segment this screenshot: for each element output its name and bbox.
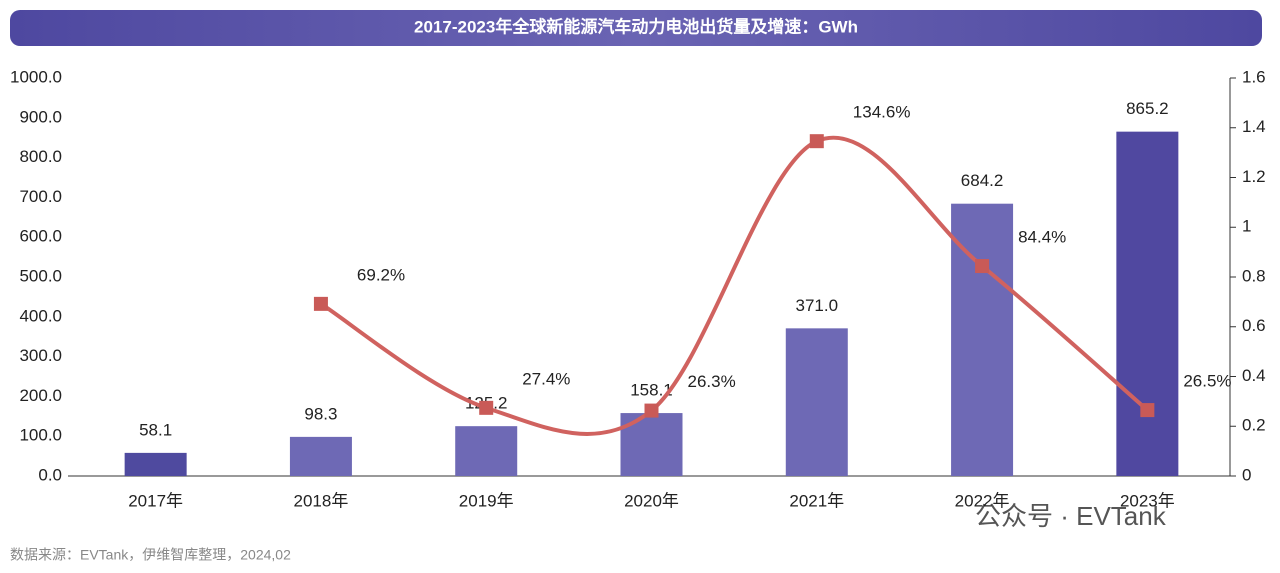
x-tick-label: 2022年 — [955, 491, 1010, 510]
line-marker — [1140, 403, 1155, 418]
line-value-label: 134.6% — [853, 103, 911, 122]
y-tick-label: 500.0 — [19, 266, 62, 285]
line-value-label: 27.4% — [522, 369, 570, 388]
bar-value-label: 371.0 — [796, 296, 839, 315]
bar-value-label: 865.2 — [1126, 99, 1169, 118]
y-tick-label: 200.0 — [19, 386, 62, 405]
y-tick-label: 300.0 — [19, 346, 62, 365]
line-marker — [809, 134, 824, 149]
line-marker — [313, 296, 328, 311]
bar-value-label: 58.1 — [139, 420, 172, 439]
bar-value-label: 98.3 — [304, 404, 337, 423]
line-marker — [644, 403, 659, 418]
line-value-label: 84.4% — [1018, 228, 1066, 247]
x-tick-label: 2018年 — [294, 491, 349, 510]
y-tick-label: 0.0 — [38, 465, 62, 484]
y2-tick-label: 1 — [1242, 217, 1251, 236]
x-tick-label: 2023年 — [1120, 491, 1175, 510]
watermark: 公众号 · EVTank — [975, 501, 1167, 531]
line-value-label: 26.3% — [688, 372, 736, 391]
y-tick-label: 100.0 — [19, 426, 62, 445]
line-value-label: 26.5% — [1183, 372, 1231, 391]
y2-tick-label: 0.8 — [1242, 266, 1266, 285]
x-tick-label: 2020年 — [624, 491, 679, 510]
growth-line — [319, 135, 1149, 436]
y2-tick-label: 0.6 — [1242, 316, 1266, 335]
y2-tick-label: 0.4 — [1242, 366, 1266, 385]
y2-tick-label: 1.4 — [1242, 117, 1266, 136]
y-tick-label: 900.0 — [19, 107, 62, 126]
bar — [124, 452, 187, 476]
chart-title: 2017-2023年全球新能源汽车动力电池出货量及增速：GWh — [414, 16, 858, 36]
y2-tick-label: 1.2 — [1242, 167, 1266, 186]
line-marker — [479, 400, 494, 415]
y-tick-label: 600.0 — [19, 227, 62, 246]
bar — [1116, 131, 1179, 477]
bar-value-label: 684.2 — [961, 171, 1004, 190]
line-marker — [975, 259, 990, 274]
x-tick-label: 2017年 — [128, 491, 183, 510]
y2-tick-label: 1.6 — [1242, 67, 1266, 86]
y-tick-label: 1000.0 — [10, 67, 62, 86]
line-value-label: 69.2% — [357, 265, 405, 284]
bar — [289, 436, 352, 476]
y2-tick-label: 0 — [1242, 465, 1251, 484]
y-tick-label: 800.0 — [19, 147, 62, 166]
source-note: 数据来源：EVTank，伊维智库整理，2024,02 — [10, 547, 291, 563]
bar-value-label: 158.1 — [630, 381, 673, 400]
x-tick-label: 2019年 — [459, 491, 514, 510]
title-bar — [10, 10, 1262, 46]
bar — [785, 328, 848, 476]
y-tick-label: 700.0 — [19, 187, 62, 206]
bar — [455, 426, 518, 476]
y-tick-label: 400.0 — [19, 306, 62, 325]
x-tick-label: 2021年 — [789, 491, 844, 510]
y2-tick-label: 0.2 — [1242, 416, 1266, 435]
